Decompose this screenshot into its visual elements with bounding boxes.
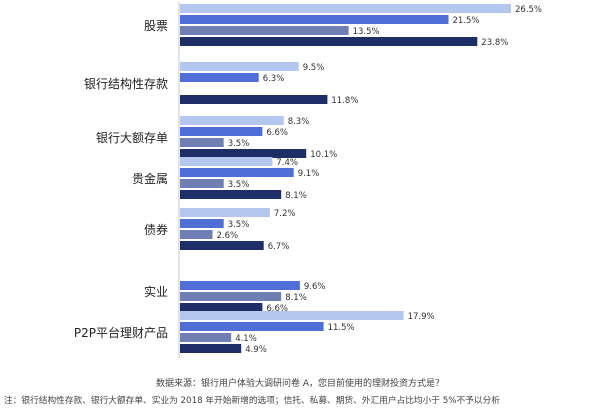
data-label: 23.8%	[481, 38, 508, 48]
bar	[180, 281, 300, 290]
category-label: 银行结构性存款	[84, 76, 168, 91]
source-text: 数据来源：银行用户体验大调研问卷 A，您目前使用的理财投资方式是？	[155, 379, 445, 389]
bar	[180, 303, 263, 312]
note-text: 注：银行结构性存款、银行大额存单、实业为 2018 年开始新增的选项；信托、私募…	[4, 396, 500, 406]
bar	[180, 4, 511, 13]
data-label: 7.4%	[276, 158, 298, 168]
data-label: 3.5%	[228, 180, 250, 190]
bar	[180, 241, 264, 250]
data-label: 6.6%	[266, 304, 288, 314]
bar	[180, 15, 449, 24]
bar	[180, 292, 282, 301]
data-label: 6.7%	[268, 242, 290, 252]
data-label: 17.9%	[408, 312, 435, 322]
data-label: 11.5%	[328, 323, 355, 333]
category-label: 银行大额存单	[96, 131, 168, 145]
data-label: 9.5%	[303, 63, 325, 73]
data-label: 3.5%	[228, 139, 250, 149]
data-label: 8.1%	[285, 293, 307, 303]
bar	[180, 37, 478, 46]
bar	[180, 179, 224, 188]
data-label: 2.6%	[217, 231, 239, 241]
category-label: 债券	[144, 222, 168, 237]
bar	[180, 116, 284, 125]
bar	[180, 219, 224, 228]
data-label: 4.9%	[245, 345, 267, 355]
bar	[180, 26, 349, 35]
data-label: 11.8%	[331, 96, 358, 106]
data-label: 3.5%	[228, 220, 250, 230]
category-label: 实业	[144, 284, 168, 299]
bar	[180, 62, 299, 71]
data-label: 8.1%	[285, 191, 307, 201]
data-label: 10.1%	[310, 150, 337, 160]
bar	[180, 149, 307, 158]
bar	[180, 322, 324, 331]
data-label: 26.5%	[515, 5, 542, 15]
bar	[180, 190, 282, 199]
bar	[180, 230, 213, 239]
bar	[180, 168, 294, 177]
bar	[180, 127, 263, 136]
data-label: 6.6%	[266, 128, 288, 138]
data-label: 9.6%	[304, 282, 326, 292]
data-label: 9.1%	[298, 169, 320, 179]
category-label: 股票	[144, 19, 168, 33]
bar	[180, 311, 404, 320]
data-label: 4.1%	[235, 334, 257, 344]
bar	[180, 73, 259, 82]
data-label: 21.5%	[453, 16, 480, 26]
data-label: 6.3%	[263, 74, 285, 84]
bar	[180, 138, 224, 147]
bar	[180, 333, 232, 342]
bar	[180, 157, 273, 166]
data-label: 7.2%	[274, 209, 296, 219]
category-label: P2P平台理财产品	[74, 325, 168, 340]
bar	[180, 344, 242, 353]
category-label: 贵金属	[132, 171, 168, 186]
data-label: 8.3%	[288, 117, 310, 127]
bars: 26.5%21.5%13.5%23.8%9.5%6.3%11.8%8.3%6.6…	[180, 4, 542, 355]
bar	[180, 208, 270, 217]
bar	[180, 95, 328, 104]
data-label: 13.5%	[353, 27, 380, 37]
